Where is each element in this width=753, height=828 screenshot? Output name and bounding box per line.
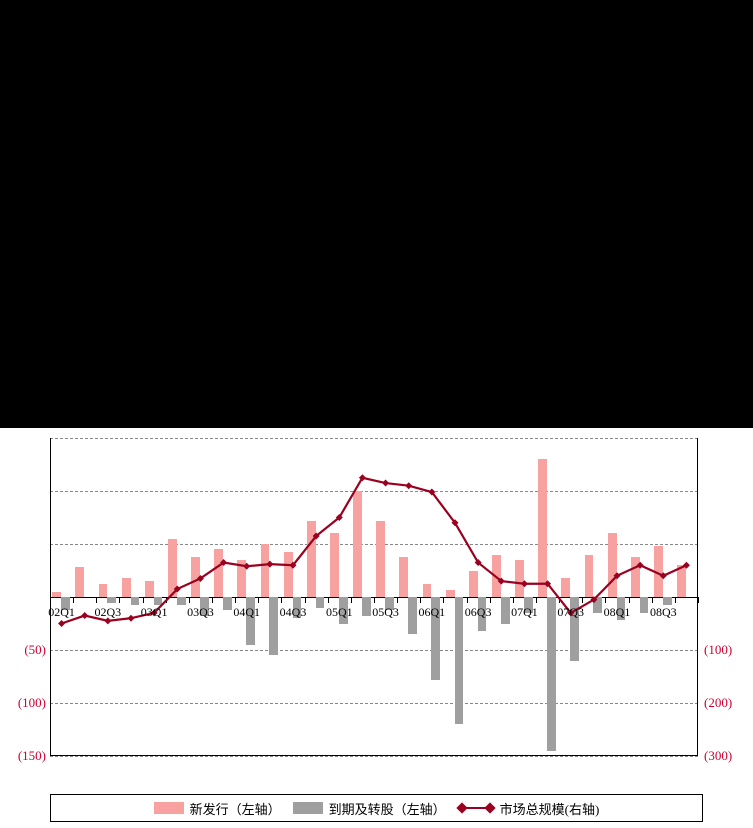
legend: 新发行（左轴） 到期及转股（左轴） 市场总规模(右轴) — [50, 794, 703, 822]
x-label: 06Q3 — [465, 605, 492, 620]
x-label: 08Q3 — [650, 605, 677, 620]
line-series-layer — [50, 438, 698, 756]
marker-market_size — [81, 612, 88, 619]
marker-market_size — [243, 563, 250, 570]
legend-swatch — [154, 802, 184, 814]
x-tick — [698, 597, 699, 603]
x-label: 06Q1 — [419, 605, 446, 620]
legend-item: 市场总规模(右轴) — [458, 799, 600, 818]
legend-label: 市场总规模(右轴) — [500, 799, 600, 818]
y-right-label: (100) — [704, 642, 750, 658]
marker-market_size — [58, 620, 65, 627]
marker-market_size — [683, 562, 690, 569]
marker-market_size — [660, 572, 667, 579]
legend-item: 新发行（左轴） — [154, 799, 281, 818]
x-label: 08Q1 — [604, 605, 631, 620]
x-label: 02Q3 — [95, 605, 122, 620]
marker-market_size — [266, 561, 273, 568]
y-right-label: (300) — [704, 748, 750, 764]
y-right-label: (200) — [704, 695, 750, 711]
chart-container: 02Q1 02Q3 03Q1 03Q3 04Q1 04Q3 05Q1 05Q3 06Q1 06Q3… — [0, 428, 753, 788]
marker-market_size — [382, 480, 389, 487]
blackout-region — [0, 0, 753, 428]
chart: 02Q1 02Q3 03Q1 03Q3 04Q1 04Q3 05Q1 05Q3 06Q1 06Q3… — [0, 428, 753, 788]
legend-swatch — [293, 802, 323, 814]
x-label: 07Q1 — [511, 605, 538, 620]
x-label: 02Q1 — [48, 605, 75, 620]
x-label: 05Q3 — [372, 605, 399, 620]
x-label: 03Q3 — [187, 605, 214, 620]
gridline — [50, 756, 698, 757]
x-label: 04Q3 — [280, 605, 307, 620]
y-left-label: (150) — [2, 748, 46, 764]
legend-item: 到期及转股（左轴） — [293, 799, 446, 818]
x-label: 07Q3 — [557, 605, 584, 620]
plot-area — [50, 438, 698, 756]
x-label: 05Q1 — [326, 605, 353, 620]
x-label: 04Q1 — [233, 605, 260, 620]
marker-market_size — [128, 615, 135, 622]
marker-market_size — [637, 562, 644, 569]
marker-market_size — [405, 482, 412, 489]
legend-label: 到期及转股（左轴） — [329, 799, 446, 818]
y-left-label: (100) — [2, 695, 46, 711]
legend-label: 新发行（左轴） — [190, 799, 281, 818]
y-left-label: (50) — [2, 642, 46, 658]
x-label: 03Q1 — [141, 605, 168, 620]
legend-line-icon — [458, 801, 494, 815]
marker-market_size — [521, 580, 528, 587]
